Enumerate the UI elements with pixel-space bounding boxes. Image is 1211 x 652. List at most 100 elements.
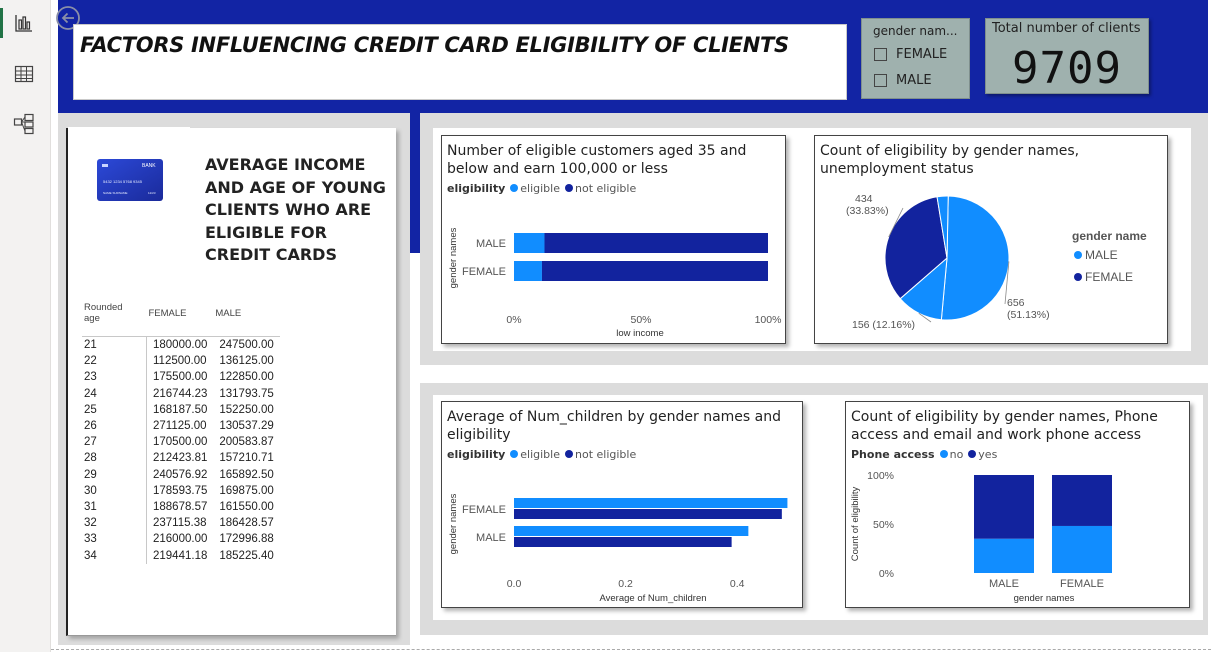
phone-access-chart[interactable]: Count of eligibility by gender names, Ph… (845, 401, 1190, 608)
table-row: 21 180000.00 247500.00 (82, 336, 280, 354)
card-brand: BANK (142, 163, 156, 169)
report-title: FACTORS INFLUENCING CREDIT CARD ELIGIBIL… (80, 33, 789, 57)
young-clients-heading: AVERAGE INCOME AND AGE OF YOUNG CLIENTS … (205, 155, 386, 264)
x-tick-label: 0% (506, 314, 521, 326)
slicer-option-male[interactable]: MALE (874, 73, 932, 88)
table-row: 27 170500.00 200583.87 (82, 434, 280, 451)
legend-marker (1074, 273, 1082, 281)
income-cell: 180000.00 (146, 336, 214, 354)
age-cell: 29 (82, 466, 147, 483)
y-axis-label: Count of eligibility (850, 487, 861, 562)
table-row: 23 175500.00 122850.00 (82, 369, 280, 386)
column-no (1052, 525, 1112, 573)
x-tick-label: 100% (755, 314, 782, 326)
slicer-header: gender nam... (873, 24, 958, 38)
age-cell: 31 (82, 498, 147, 516)
category-label: FEMALE (462, 266, 506, 278)
page-bottom-edge (51, 649, 1211, 650)
age-cell: 21 (82, 336, 147, 354)
age-cell: 34 (82, 547, 147, 564)
bar-chart-icon (15, 15, 32, 32)
model-view-button[interactable] (10, 110, 38, 138)
income-cell: 131793.75 (219, 387, 274, 400)
bar-not-eligible (541, 261, 768, 281)
chart4-plot: MALE FEMALE 100% 50% 0% gender names Count of … (850, 470, 1112, 604)
table-row: 25 168187.50 152250.00 (82, 401, 280, 418)
column-header[interactable]: Rounded age (84, 302, 123, 324)
table-row: 31 188678.57 161550.00 (82, 498, 280, 516)
chart1-plot: MALE FEMALE 0% 50% 100% low income gender name… (448, 227, 782, 339)
table-row: 33 216000.00 172996.88 (82, 531, 280, 548)
leader-line (1004, 261, 1010, 305)
table-row: 30 178593.75 169875.00 (82, 482, 280, 499)
num-children-chart[interactable]: Average of Num_children by gender names … (441, 401, 803, 608)
category-label: FEMALE (462, 504, 506, 516)
income-cell: 169875.00 (219, 484, 274, 497)
age-cell: 27 (82, 434, 147, 451)
column-no (974, 538, 1034, 573)
y-tick-label: 0% (879, 568, 894, 580)
report-view-button[interactable] (10, 9, 38, 37)
x-axis-label: Average of Num_children (599, 593, 706, 604)
table-view-button[interactable] (10, 60, 38, 88)
pie-slice (940, 195, 1010, 321)
leader-line (888, 207, 904, 238)
kpi-value: 9709 (1012, 43, 1122, 94)
chart-legend: Phone access no yes (851, 448, 998, 461)
young-clients-panel[interactable]: BANK 5432 1234 5768 9345 NAME SURNAME 12… (66, 127, 396, 636)
chart-legend: eligibility eligible not eligible (447, 448, 637, 461)
chart3-plot: FEMALE MALE 0.0 0.2 0.4 Average of Num_childr… (448, 493, 788, 604)
age-cell: 26 (82, 417, 147, 435)
income-cell: 130537.29 (219, 420, 274, 433)
income-cell: 237115.38 (153, 517, 207, 530)
column-yes (974, 475, 1034, 539)
bar-not-eligible (514, 509, 782, 519)
x-axis-label: low income (616, 328, 664, 339)
gender-slicer[interactable]: gender nam... FEMALE MALE (861, 18, 970, 99)
column-header[interactable]: MALE (215, 307, 242, 319)
checkbox[interactable] (874, 74, 887, 87)
y-axis-label: gender names (448, 493, 459, 554)
income-cell: 112500.00 (153, 355, 207, 368)
total-clients-card[interactable]: Total number of clients 9709 (985, 18, 1149, 94)
column-header[interactable]: FEMALE (148, 307, 187, 319)
kpi-label: Total number of clients (992, 21, 1141, 36)
card-number: 5432 1234 5768 9345 (103, 179, 143, 184)
eligible-customers-chart[interactable]: Number of eligible customers aged 35 and… (441, 135, 786, 344)
back-arrow-icon (56, 6, 80, 30)
age-cell: 32 (82, 515, 147, 532)
income-cell: 216000.00 (153, 533, 208, 546)
data-label: (51.13%) (1007, 309, 1050, 321)
unemployment-pie-chart[interactable]: Count of eligibility by gender names, un… (814, 135, 1168, 344)
slicer-option-female[interactable]: FEMALE (874, 47, 947, 62)
category-label: MALE (989, 578, 1019, 590)
income-cell: 157210.71 (219, 452, 274, 465)
table-icon (14, 65, 34, 83)
x-tick-label: 50% (630, 314, 651, 326)
checkbox[interactable] (874, 48, 887, 61)
pie-slice (936, 195, 949, 259)
credit-card-icon: BANK 5432 1234 5768 9345 NAME SURNAME 12… (97, 159, 163, 201)
legend-entry: MALE (1085, 248, 1118, 262)
income-cell: 219441.18 (153, 549, 208, 562)
chart-title: Average of Num_children by gender names … (447, 409, 781, 443)
table-header: Rounded age FEMALE MALE (82, 302, 280, 337)
category-label: MALE (476, 532, 506, 544)
back-button[interactable] (55, 5, 81, 35)
income-cell: 170500.00 (153, 436, 208, 449)
y-axis-label: gender names (448, 227, 459, 288)
income-cell: 271125.00 (153, 420, 207, 433)
chart-title: Count of eligibility by gender names, un… (820, 143, 1080, 177)
bar-eligible (514, 261, 542, 281)
income-cell: 200583.87 (219, 436, 274, 449)
y-tick-label: 100% (867, 470, 894, 482)
age-cell: 24 (82, 385, 147, 402)
legend-marker (1074, 251, 1082, 259)
age-cell: 28 (82, 450, 147, 467)
bar-not-eligible (544, 233, 768, 253)
income-cell: 212423.81 (153, 452, 208, 465)
bar-not-eligible (514, 537, 732, 547)
income-cell: 172996.88 (219, 533, 274, 546)
x-tick-label: 0.2 (618, 578, 633, 590)
x-axis-label: gender names (1014, 593, 1075, 604)
